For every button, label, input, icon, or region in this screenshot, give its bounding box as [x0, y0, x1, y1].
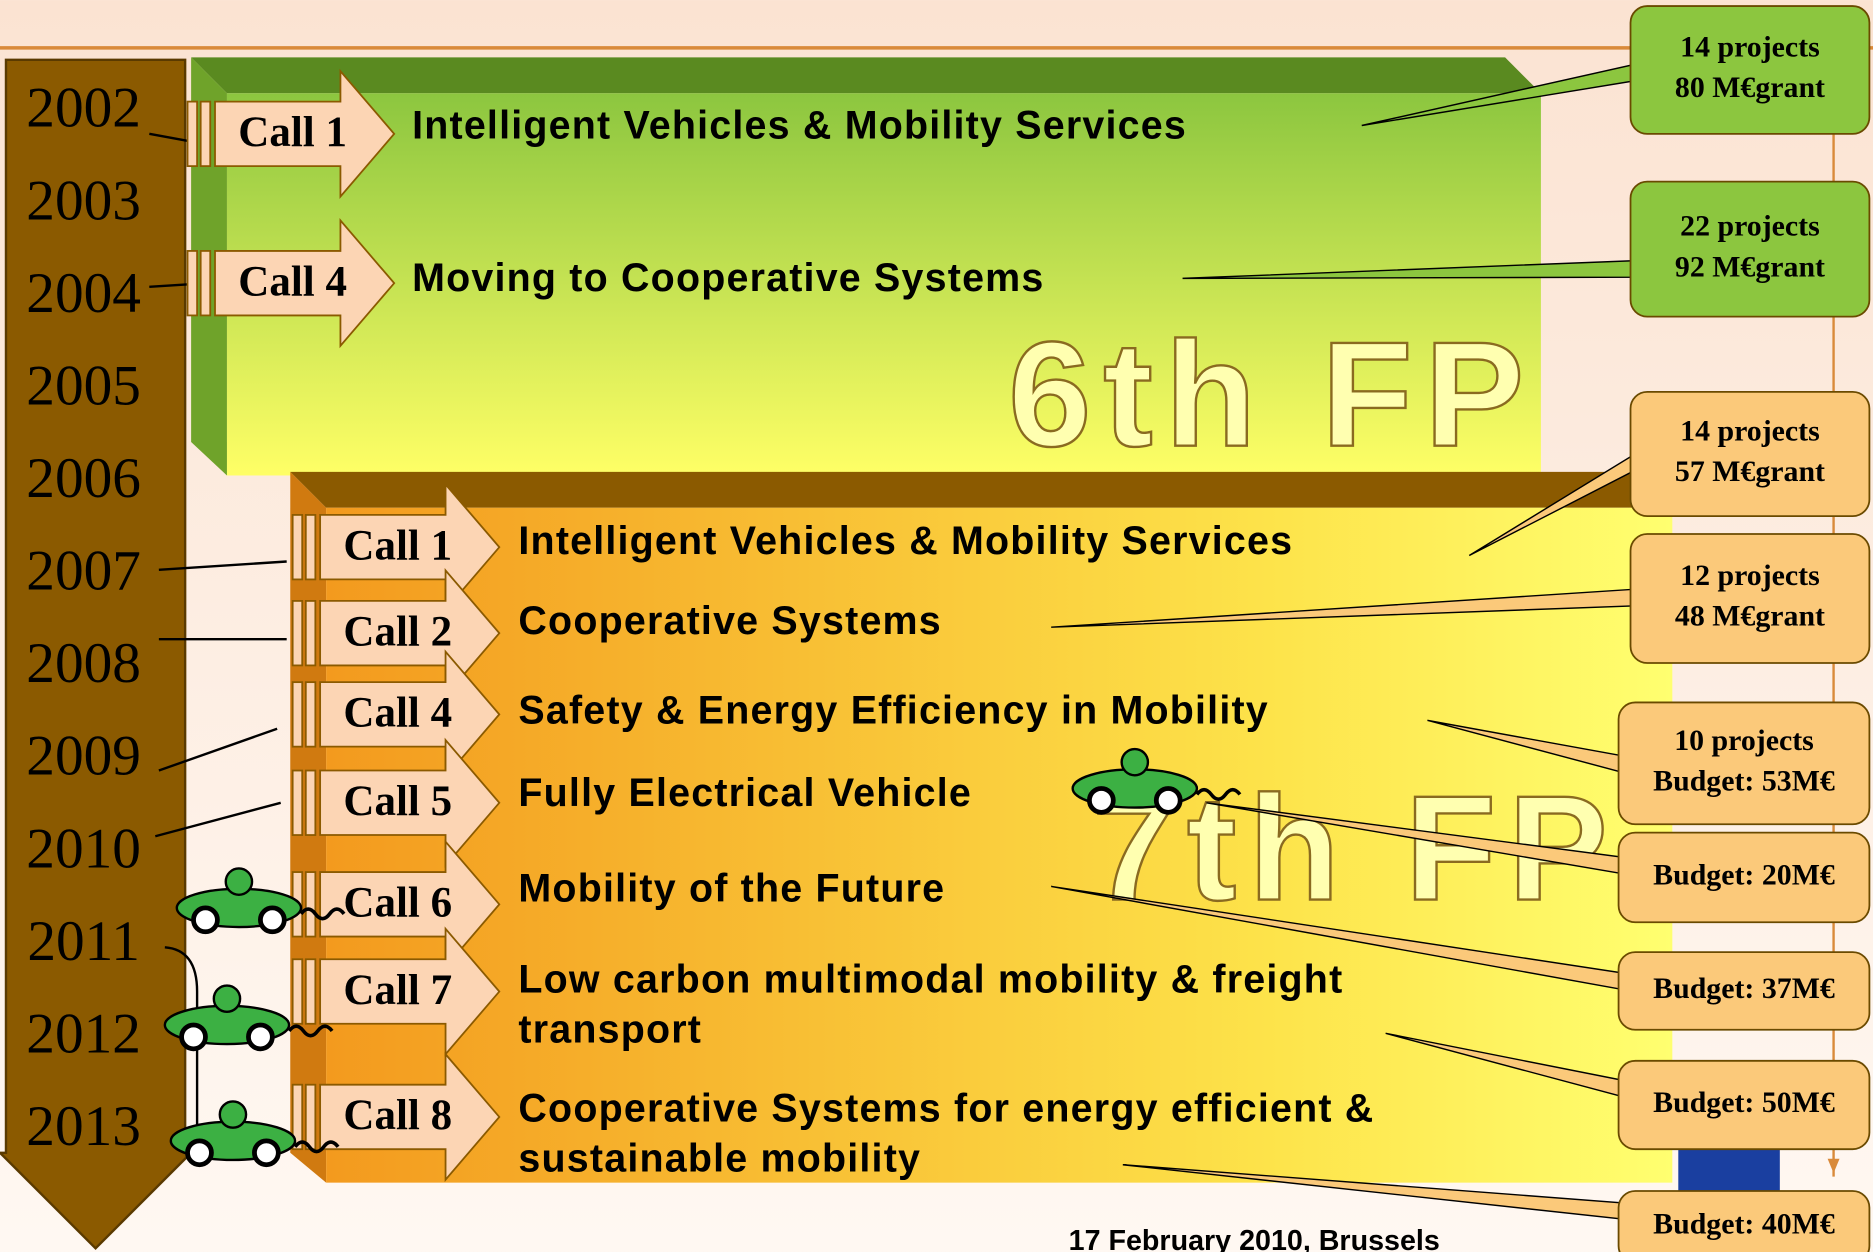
callout-text: Budget: 20M€ [1653, 858, 1835, 891]
call-bar [188, 102, 198, 167]
car-driver [214, 986, 240, 1012]
call-label: Call 4 [238, 258, 347, 305]
call-bar [201, 251, 211, 316]
call-label: Call 6 [343, 880, 452, 927]
call-title: Intelligent Vehicles & Mobility Services [518, 519, 1293, 563]
call-label: Call 1 [238, 109, 347, 156]
call-title: Intelligent Vehicles & Mobility Services [412, 103, 1187, 147]
call-bar [306, 1085, 316, 1150]
car-wheel [1156, 788, 1180, 812]
car-wheel [182, 1025, 206, 1049]
year: 2005 [26, 354, 141, 417]
year: 2009 [26, 725, 141, 788]
callout-text: Budget: 40M€ [1653, 1208, 1835, 1241]
year: 2011 [27, 910, 140, 973]
call-title: Safety & Energy Efficiency in Mobility [518, 689, 1269, 733]
call-label: Call 7 [343, 967, 452, 1014]
call-bar [306, 601, 316, 666]
call-label: Call 5 [343, 778, 452, 825]
slide: 2002 2003 2004 2005 2006 2007 2008 2009 2010 2011… [0, 0, 1873, 1252]
call-bar [201, 102, 211, 167]
callout [1631, 534, 1870, 663]
call-label: Call 1 [343, 522, 452, 569]
callout-text: 57 M€grant [1675, 455, 1825, 488]
call-title: Moving to Cooperative Systems [412, 256, 1044, 300]
year: 2013 [26, 1095, 141, 1158]
car-driver [220, 1101, 246, 1127]
callout-text: 14 projects [1680, 415, 1820, 448]
call-bar [293, 959, 303, 1024]
callout-text: 14 projects [1680, 31, 1820, 64]
callout-text: 12 projects [1680, 559, 1820, 592]
year: 2007 [26, 540, 141, 603]
car-wheel [188, 1141, 212, 1165]
call-label: Call 4 [343, 690, 452, 737]
call-bar [306, 959, 316, 1024]
call-title: Cooperative Systems for energy efficient… [518, 1086, 1374, 1130]
call-bar [293, 682, 303, 747]
car-wheel [254, 1141, 278, 1165]
year: 2008 [26, 632, 141, 695]
call-title: Low carbon multimodal mobility & freight [518, 957, 1343, 1001]
call-label: Call 8 [343, 1092, 452, 1139]
callout-text: 92 M€grant [1675, 250, 1825, 283]
call-title: Fully Electrical Vehicle [518, 771, 972, 815]
call-bar [306, 682, 316, 747]
car-wheel [194, 908, 218, 932]
callout-text: Budget: 37M€ [1653, 972, 1835, 1005]
callout-text: 10 projects [1674, 724, 1814, 757]
year: 2004 [26, 262, 141, 325]
year: 2010 [26, 817, 141, 880]
callout-text: 22 projects [1680, 210, 1820, 243]
call-title: Cooperative Systems [518, 599, 941, 643]
callout [1631, 182, 1870, 317]
call-title: Mobility of the Future [518, 867, 945, 911]
fp-label: 6th FP [1008, 311, 1536, 478]
callout-text: 48 M€grant [1675, 600, 1825, 633]
call-bar [293, 771, 303, 836]
call-bar [293, 601, 303, 666]
car-wheel [1089, 788, 1113, 812]
callout-text: 80 M€grant [1675, 71, 1825, 104]
page: {"years": ["2002", "2003", "2004", "2005… [0, 0, 1873, 1252]
call-title: transport [518, 1008, 702, 1052]
call-label: Call 2 [343, 608, 452, 655]
car-wheel [260, 908, 284, 932]
car-wheel [248, 1025, 272, 1049]
call-bar [293, 515, 303, 580]
callout [1631, 6, 1870, 134]
callout [1631, 392, 1870, 516]
callout-text: Budget: 50M€ [1653, 1086, 1835, 1119]
call-bar [306, 771, 316, 836]
car-driver [226, 868, 252, 894]
call-bar [306, 872, 316, 937]
year: 2006 [26, 447, 141, 510]
call-bar [306, 515, 316, 580]
callout-text: Budget: 53M€ [1653, 765, 1835, 798]
fp6-top [191, 57, 1541, 93]
year: 2002 [26, 77, 141, 140]
footer: 17 February 2010, Brussels [1069, 1225, 1440, 1252]
year: 2003 [26, 169, 141, 232]
car-driver [1122, 749, 1148, 775]
call-bar [188, 251, 198, 316]
callout [1619, 702, 1870, 824]
year: 2012 [26, 1002, 141, 1065]
call-title: sustainable mobility [518, 1137, 921, 1181]
